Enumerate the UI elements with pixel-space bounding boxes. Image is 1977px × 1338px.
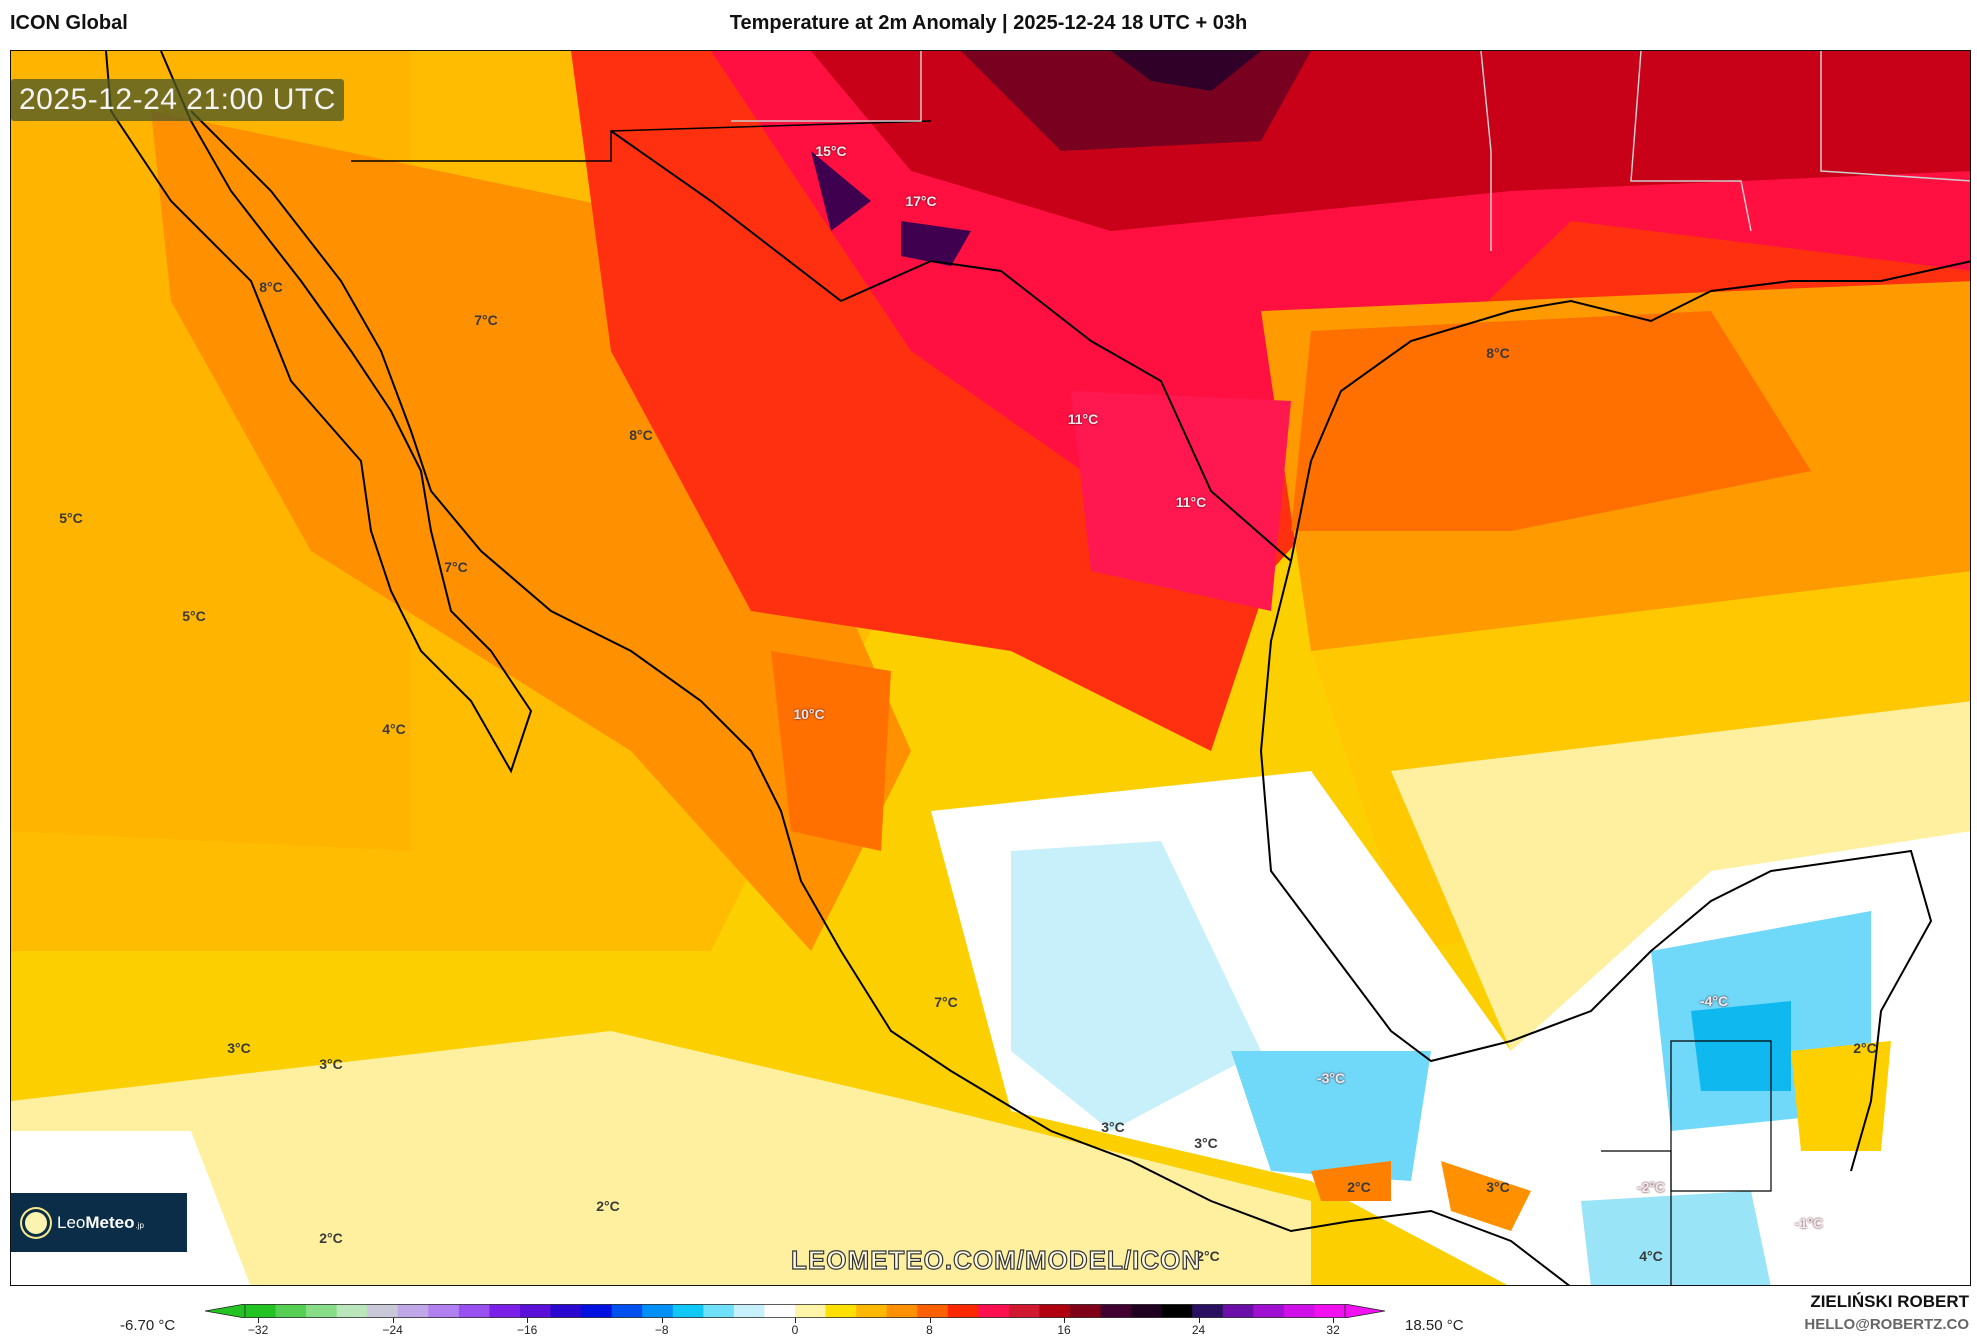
colorbar-tick-mark: [795, 1318, 796, 1323]
logo-text-leo: Leo: [57, 1212, 86, 1232]
contour-label: 2°C: [596, 1198, 620, 1214]
colorbar-max-value: 18.50 °C: [1405, 1317, 1464, 1334]
contour-label: 3°C: [319, 1056, 343, 1072]
colorbar-tick-mark: [1333, 1318, 1335, 1323]
colorbar-tick-label: −24: [382, 1323, 403, 1337]
colorbar-tick-label: 24: [1191, 1323, 1206, 1337]
contour-label: 5°C: [182, 608, 206, 624]
contour-label: 7°C: [474, 312, 498, 328]
logo-text-meteo: Meteo: [85, 1212, 135, 1232]
colorbar-tick-mark: [929, 1318, 931, 1323]
colorbar-tick-label: 8: [926, 1323, 933, 1337]
colorbar-tick-label: 0: [791, 1323, 799, 1337]
contour-label: 2°C: [1347, 1179, 1371, 1195]
contour-label: 3°C: [227, 1040, 251, 1056]
author-name: ZIELIŃSKI ROBERT: [1810, 1292, 1969, 1311]
contour-label: 10°C: [793, 706, 825, 722]
leometeo-logo[interactable]: Leo Meteo .jp: [11, 1193, 187, 1252]
chart-title: Temperature at 2m Anomaly | 2025-12-24 1…: [729, 12, 1248, 34]
colorbar: [205, 1304, 1385, 1318]
colorbar-tick-label: −32: [247, 1323, 269, 1337]
colorbar-tick-mark: [661, 1318, 663, 1323]
contour-label: 8°C: [629, 427, 653, 443]
colorbar-tick-mark: [1064, 1318, 1066, 1323]
contour-label: 15°C: [815, 143, 847, 159]
sun-icon: [25, 1211, 47, 1234]
contour-label: 5°C: [59, 510, 83, 526]
contour-label: -2°C: [1636, 1179, 1666, 1195]
contour-label: 2°C: [1853, 1040, 1877, 1056]
contour-label: 7°C: [444, 559, 468, 575]
contour-label: 3°C: [1101, 1119, 1125, 1135]
logo-text-domain: .jp: [135, 1221, 144, 1230]
contour-label: 7°C: [934, 994, 958, 1010]
colorbar-tick-mark: [527, 1318, 529, 1323]
watermark-url: LEOMETEO.COM/MODEL/ICON: [790, 1244, 1202, 1275]
model-name: ICON Global: [10, 12, 128, 34]
contour-label: 4°C: [382, 721, 406, 737]
temperature-anomaly-field: [11, 51, 1970, 1285]
contour-label: 17°C: [905, 193, 937, 209]
contour-label: 8°C: [259, 279, 283, 295]
contour-label: -1°C: [1794, 1215, 1824, 1231]
colorbar-tick-label: 16: [1057, 1323, 1071, 1337]
author-email[interactable]: HELLO@ROBERTZ.CO: [1804, 1316, 1969, 1333]
contour-label: 11°C: [1175, 494, 1207, 510]
coastlines-borders: [105, 51, 1970, 1285]
map-panel[interactable]: 2025-12-24 21:00 UTC 15°C 17°C 8°C 7°C 8°C 8°…: [10, 50, 1971, 1286]
contour-label: 2°C: [319, 1230, 343, 1246]
colorbar-tick-label: −8: [654, 1323, 669, 1337]
colorbar-min-value: -6.70 °C: [120, 1317, 176, 1334]
contour-label: -4°C: [1699, 993, 1729, 1009]
contour-label: 8°C: [1486, 345, 1510, 361]
colorbar-tick-mark: [1198, 1318, 1200, 1323]
colorbar-tick-label: 32: [1326, 1323, 1340, 1337]
colorbar-tick-label: −16: [516, 1323, 538, 1337]
contour-label: 4°C: [1639, 1248, 1663, 1264]
colorbar-tick-mark: [258, 1318, 260, 1323]
contour-label: 3°C: [1486, 1179, 1510, 1195]
valid-time-badge: 2025-12-24 21:00 UTC: [11, 79, 344, 121]
contour-label: 11°C: [1067, 411, 1099, 427]
colorbar-tick-mark: [392, 1318, 394, 1323]
contour-label: -3°C: [1316, 1070, 1346, 1086]
contour-label: 3°C: [1194, 1135, 1218, 1151]
contour-label: 2°C: [1196, 1248, 1220, 1264]
